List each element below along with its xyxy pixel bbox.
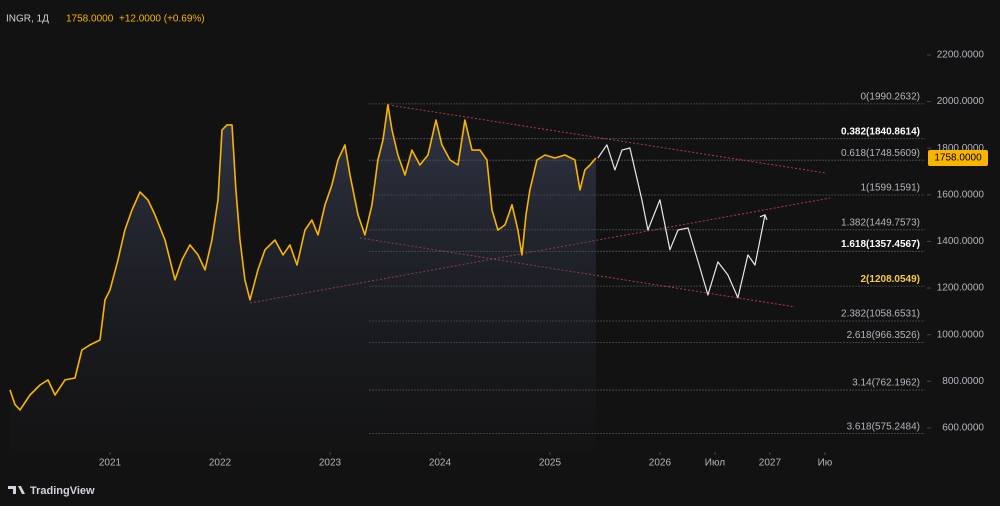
y-tick-label: 1400.0000	[937, 236, 985, 247]
trend-line	[387, 104, 825, 174]
y-tick-label: 1800.0000	[937, 143, 985, 154]
brand: TradingView	[30, 485, 95, 497]
x-tick-label: 2022	[209, 458, 232, 469]
y-tick-label: 1200.0000	[937, 283, 985, 294]
x-tick-label: 2025	[539, 458, 562, 469]
fib-label: 3.618(575.2484)	[847, 421, 920, 432]
fib-label: 1.618(1357.4567)	[841, 239, 920, 250]
logo-icon	[8, 486, 25, 494]
logo: TradingView	[8, 485, 95, 497]
x-tick-label: Ию	[818, 458, 833, 469]
fib-label: 2.618(966.3526)	[847, 330, 920, 341]
fib-label: 1(1599.1591)	[861, 183, 921, 194]
x-tick-label: 2024	[429, 458, 452, 469]
plot-area: 600.0000 800.0000 1000.0000 1200.0000 1400.0…	[9, 50, 988, 469]
y-tick-label: 600.0000	[942, 423, 984, 434]
y-tick-label: 1000.0000	[937, 329, 985, 340]
fib-label: 0(1990.2632)	[861, 91, 921, 102]
fib-label: 0.382(1840.8614)	[841, 126, 920, 137]
fib-label: 1.382(1449.7573)	[841, 217, 920, 228]
x-tick-label: 2023	[319, 458, 342, 469]
y-tick-label: 1600.0000	[937, 189, 985, 200]
header-change: +12.0000 (+0.69%)	[119, 14, 205, 25]
y-tick-label: 2200.0000	[937, 50, 985, 61]
price-line	[9, 104, 597, 411]
fib-label: 3.14(762.1962)	[852, 378, 920, 389]
price-line	[597, 144, 766, 299]
fib-label: 0.618(1748.5609)	[841, 148, 920, 159]
y-tick-label: 2000.0000	[937, 96, 985, 107]
x-tick-label: 2027	[759, 458, 782, 469]
x-tick-label: Июл	[705, 458, 725, 469]
price-tag-label: 1758.0000	[934, 153, 982, 164]
arrow-head	[759, 214, 768, 221]
y-tick-label: 800.0000	[942, 376, 984, 387]
x-tick-label: 2021	[99, 458, 122, 469]
header-price: 1758.0000	[66, 14, 114, 25]
price-tag	[928, 149, 988, 166]
fib-label: 2(1208.0549)	[861, 274, 921, 285]
x-tick-label: 2026	[649, 458, 672, 469]
fib-label: 2.382(1058.6531)	[841, 309, 920, 320]
symbol: INGR, 1Д	[6, 14, 49, 25]
area	[10, 104, 596, 451]
